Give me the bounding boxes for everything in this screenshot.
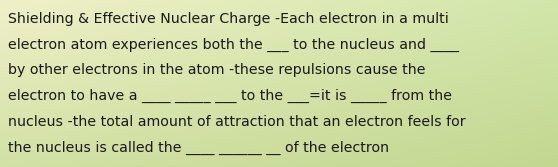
Text: the nucleus is called the ____ ______ __ of the electron: the nucleus is called the ____ ______ __… [8,141,389,155]
Text: by other electrons in the atom -these repulsions cause the: by other electrons in the atom -these re… [8,63,426,77]
Text: electron atom experiences both the ___ to the nucleus and ____: electron atom experiences both the ___ t… [8,38,459,52]
Text: electron to have a ____ _____ ___ to the ___=it is _____ from the: electron to have a ____ _____ ___ to the… [8,89,453,104]
Text: Shielding & Effective Nuclear Charge -Each electron in a multi: Shielding & Effective Nuclear Charge -Ea… [8,12,449,26]
Text: nucleus -the total amount of attraction that an electron feels for: nucleus -the total amount of attraction … [8,115,466,129]
